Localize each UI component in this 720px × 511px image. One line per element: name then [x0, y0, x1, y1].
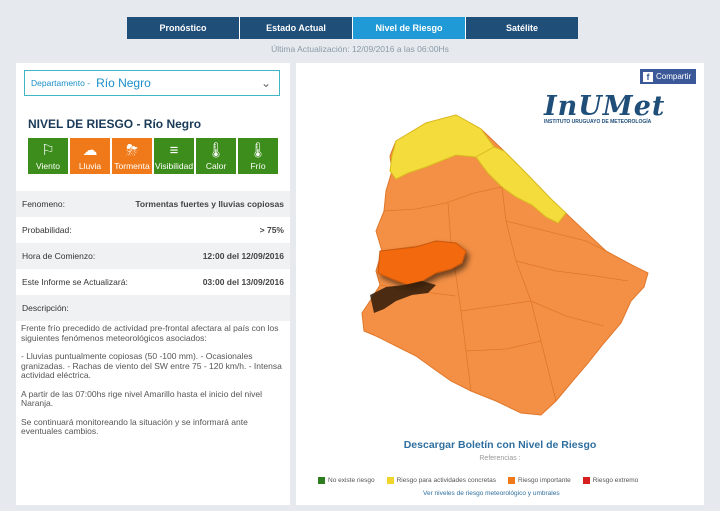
- tab-nivel-de-riesgo[interactable]: Nivel de Riesgo: [353, 17, 466, 39]
- department-select[interactable]: Departamento - Río Negro ⌄: [24, 70, 280, 96]
- risk-label: Calor: [205, 161, 227, 171]
- legend-item: Riesgo para actividades concretas: [386, 477, 496, 484]
- info-value: Tormentas fuertes y lluvias copiosas: [135, 199, 284, 209]
- thermometer-cold-icon: 🌡: [248, 142, 268, 159]
- share-button[interactable]: f Compartir: [640, 69, 696, 84]
- info-actualizara: Este Informe se Actualizará: 03:00 del 1…: [16, 269, 290, 295]
- risk-label: Viento: [36, 161, 60, 171]
- nivel-title: NIVEL DE RIESGO - Río Negro: [28, 117, 202, 131]
- fog-icon: ≡: [169, 142, 179, 159]
- facebook-icon: f: [643, 71, 653, 82]
- info-label: Este Informe se Actualizará:: [22, 277, 128, 287]
- risk-legend: No existe riesgo Riesgo para actividades…: [318, 477, 650, 484]
- legend-swatch: [386, 477, 394, 484]
- tab-satelite[interactable]: Satélite: [466, 17, 578, 39]
- info-value: 03:00 del 13/09/2016: [202, 277, 284, 287]
- risk-label: Tormenta: [114, 161, 150, 171]
- references-label: Referencias :: [479, 455, 521, 462]
- left-panel: Departamento - Río Negro ⌄ NIVEL DE RIES…: [16, 63, 290, 505]
- logo-subtitle: INSTITUTO URUGUAYO DE METEOROLOGÍA: [544, 119, 652, 125]
- rain-cloud-icon: ☁: [82, 142, 98, 159]
- nav-tabs: Pronóstico Estado Actual Nivel de Riesgo…: [127, 17, 578, 39]
- department-label: Departamento -: [31, 78, 91, 88]
- legend-label: No existe riesgo: [328, 477, 375, 484]
- thermometer-hot-icon: 🌡: [206, 142, 226, 159]
- risk-calor: 🌡 Calor: [195, 137, 237, 175]
- logo-name: InUMet: [544, 91, 666, 122]
- download-bulletin-link[interactable]: Descargar Boletín con Nivel de Riesgo: [403, 439, 597, 451]
- description-text: Frente frío precedido de actividad pre-f…: [21, 323, 287, 446]
- legend-item: No existe riesgo: [318, 477, 375, 484]
- info-probabilidad: Probabilidad: > 75%: [16, 217, 290, 243]
- legend-item: Riesgo importante: [507, 477, 571, 484]
- risk-label: Frío: [250, 161, 266, 171]
- risk-icons: ⚐ Viento ☁ Lluvia ⛈ Tormenta ≡ Visibilid…: [27, 137, 279, 175]
- info-label: Fenomeno:: [22, 199, 65, 209]
- map-region-yellow-artigas: [389, 114, 495, 180]
- risk-label: Lluvia: [78, 161, 102, 171]
- info-value: 12:00 del 12/09/2016: [202, 251, 284, 261]
- legend-item: Riesgo extremo: [582, 477, 639, 484]
- risk-visibilidad: ≡ Visibilidad: [153, 137, 195, 175]
- tab-pronostico[interactable]: Pronóstico: [127, 17, 240, 39]
- legend-label: Riesgo extremo: [592, 477, 639, 484]
- tab-estado-actual[interactable]: Estado Actual: [240, 17, 353, 39]
- wind-sock-icon: ⚐: [41, 142, 55, 159]
- legend-swatch: [582, 477, 590, 484]
- info-label: Probabilidad:: [22, 225, 72, 235]
- description-nivel: A partir de las 07:00hs rige nivel Amari…: [21, 388, 262, 408]
- map-region-rio-negro: [377, 240, 467, 286]
- risk-label: Visibilidad: [154, 161, 194, 171]
- info-label: Hora de Comienzo:: [22, 251, 96, 261]
- legend-swatch: [318, 477, 325, 484]
- info-value: > 75%: [259, 225, 284, 235]
- map-region-dark-border: [370, 281, 436, 313]
- info-descripcion: Descripción:: [16, 295, 290, 321]
- risk-lluvia: ☁ Lluvia: [69, 137, 111, 175]
- department-value: Río Negro: [96, 76, 151, 90]
- risk-levels-link[interactable]: Ver niveles de riesgo meteorológico y um…: [423, 490, 560, 497]
- risk-tormenta: ⛈ Tormenta: [111, 137, 153, 175]
- right-panel: f Compartir InUMet INSTITUTO URUGUAYO DE…: [296, 63, 704, 505]
- description-monitoring: Se continuará monitoreando la situación …: [21, 416, 248, 436]
- storm-cloud-icon: ⛈: [125, 142, 138, 159]
- share-label: Compartir: [656, 72, 692, 81]
- last-update: Última Actualización: 12/09/2016 a las 0…: [271, 44, 449, 54]
- description-bullets: - Lluvias puntualmente copiosas (50 -100…: [21, 351, 282, 380]
- map-region-yellow-rivera: [475, 146, 567, 224]
- info-label: Descripción:: [22, 303, 69, 313]
- chevron-down-icon: ⌄: [260, 76, 271, 90]
- description-intro: Frente frío precedido de actividad pre-f…: [21, 323, 279, 343]
- legend-label: Riesgo importante: [517, 477, 571, 484]
- info-hora: Hora de Comienzo: 12:00 del 12/09/2016: [16, 243, 290, 269]
- legend-swatch: [507, 477, 515, 484]
- inumet-logo: InUMet INSTITUTO URUGUAYO DE METEOROLOGÍ…: [544, 91, 665, 125]
- legend-label: Riesgo para actividades concretas: [396, 477, 496, 484]
- risk-frio: 🌡 Frío: [237, 137, 279, 175]
- info-fenomeno: Fenomeno: Tormentas fuertes y lluvias co…: [16, 191, 290, 217]
- uruguay-risk-map: [361, 114, 649, 416]
- risk-viento: ⚐ Viento: [27, 137, 69, 175]
